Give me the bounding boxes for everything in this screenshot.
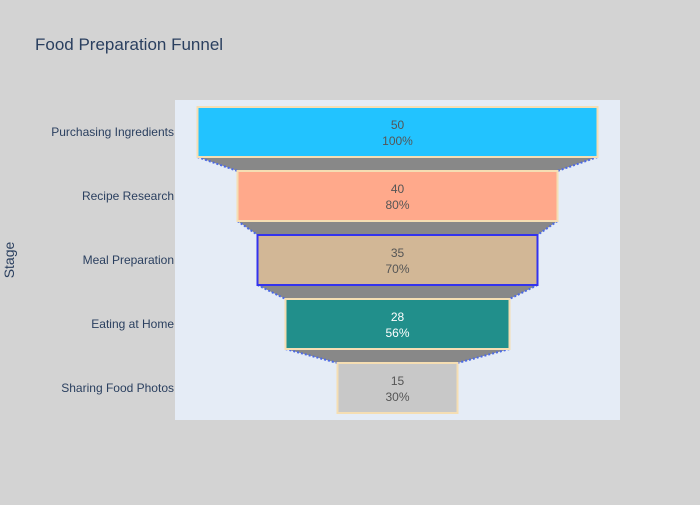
bar-percent-label: 80%: [385, 198, 409, 212]
funnel-connector-edge: [257, 284, 286, 300]
chart-title: Food Preparation Funnel: [35, 35, 223, 54]
funnel-bars: 50 100% 40 80% 35 70% 28 56% 15 30%: [196, 106, 599, 414]
funnel-connector-edge: [557, 156, 598, 172]
bar-percent-label: 100%: [382, 134, 413, 148]
bar-value-label: 28: [391, 310, 405, 324]
funnel-bar: [284, 298, 511, 350]
bar-value-label: 35: [391, 246, 405, 260]
stage-tick-label: Purchasing Ingredients: [51, 125, 174, 139]
funnel-connector-edge: [509, 284, 538, 300]
stage-tick-labels: Purchasing Ingredients Recipe Research Mea…: [51, 125, 174, 395]
stage-tick-label: Sharing Food Photos: [61, 381, 174, 395]
bar-value-label: 50: [391, 118, 405, 132]
funnel-connector-edge: [285, 348, 338, 364]
bar-percent-label: 30%: [385, 390, 409, 404]
funnel-connector: [197, 157, 598, 171]
funnel-connector: [237, 221, 558, 235]
funnel-connectors: [197, 156, 598, 364]
bar-percent-label: 70%: [385, 262, 409, 276]
bar-percent-label: 56%: [385, 326, 409, 340]
bar-value-label: 15: [391, 374, 405, 388]
funnel-connector-edge: [457, 348, 510, 364]
bar-value-label: 40: [391, 182, 405, 196]
stage-tick-label: Meal Preparation: [83, 253, 174, 267]
funnel-bar: [336, 362, 459, 414]
y-axis-label: Stage: [1, 241, 17, 278]
stage-tick-label: Recipe Research: [82, 189, 174, 203]
funnel-connector-edge: [536, 220, 559, 236]
funnel-bar: [256, 234, 539, 286]
funnel-bar: [236, 170, 559, 222]
funnel-connector-edge: [236, 220, 259, 236]
funnel-connector: [285, 349, 510, 363]
funnel-connector: [257, 285, 538, 299]
stage-tick-label: Eating at Home: [91, 317, 174, 331]
funnel-connector-edge: [197, 156, 238, 172]
funnel-bar: [196, 106, 599, 158]
